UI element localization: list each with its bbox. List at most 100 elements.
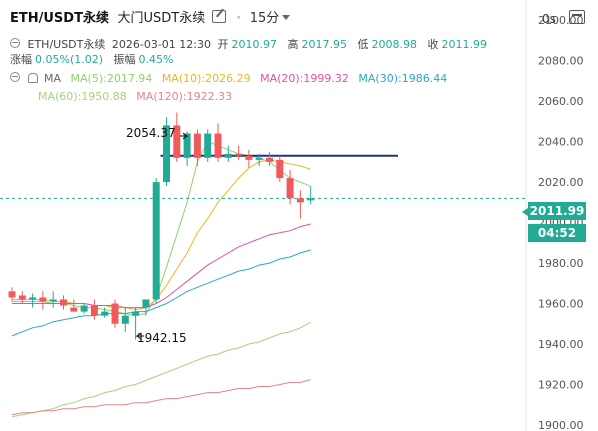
low-value: 2008.98 bbox=[371, 38, 418, 51]
ma-line-1 bbox=[12, 159, 311, 311]
candle bbox=[286, 169, 294, 205]
candle bbox=[307, 186, 315, 205]
exchange-label: 大门USDT永续 bbox=[117, 11, 206, 26]
ohlc-legend: ETH/USDT永续 2026-03-01 12:30 开 2010.97 高 20… bbox=[10, 38, 494, 52]
chart-header: ETH/USDT永续 大门USDT永续 · 15分 bbox=[10, 10, 291, 26]
candle bbox=[276, 155, 284, 183]
high-annotation: 2054.37 bbox=[126, 126, 176, 140]
high-label: 高 bbox=[287, 38, 299, 51]
ma-legend-row-2: MA(60):1950.88 MA(120):1922.33 bbox=[38, 90, 238, 104]
candle bbox=[8, 287, 16, 302]
time-mode-label[interactable]: 0s bbox=[542, 12, 556, 26]
amplitude-value: 0.45% bbox=[138, 53, 174, 66]
candle-body bbox=[90, 305, 98, 316]
ma120-value: MA(120):1922.33 bbox=[136, 90, 233, 103]
high-value: 2017.95 bbox=[301, 38, 348, 51]
candle-body bbox=[101, 311, 109, 316]
candle bbox=[245, 149, 253, 168]
candle bbox=[49, 291, 57, 308]
candle-body bbox=[276, 159, 284, 179]
amplitude-label: 振幅 bbox=[113, 53, 136, 66]
candle bbox=[214, 123, 222, 162]
candle-body bbox=[214, 133, 222, 158]
candle bbox=[121, 307, 129, 332]
price-tick-label: 2040.00 bbox=[538, 136, 584, 149]
candle-body bbox=[152, 182, 160, 300]
low-annotation: 1942.15 bbox=[137, 331, 187, 345]
candle-body bbox=[39, 297, 47, 302]
price-tick-label: 1960.00 bbox=[538, 298, 584, 311]
low-annotation-value: 1942.15 bbox=[137, 331, 187, 345]
candle bbox=[101, 307, 109, 318]
bell-icon[interactable] bbox=[27, 73, 38, 83]
candle-body bbox=[132, 311, 140, 316]
candle-body bbox=[111, 303, 119, 324]
candle bbox=[224, 145, 232, 162]
ma-indicator-name[interactable]: MA bbox=[44, 72, 62, 85]
candle-body bbox=[245, 155, 253, 160]
candle bbox=[60, 295, 67, 310]
candle-body bbox=[60, 299, 67, 306]
price-tick-label: 1940.00 bbox=[538, 338, 584, 351]
close-label: 收 bbox=[427, 38, 439, 51]
candle-body bbox=[307, 198, 315, 201]
chevron-down-icon bbox=[282, 15, 291, 20]
candle-body bbox=[266, 157, 273, 162]
change-value: 0.05%(1.02) bbox=[35, 53, 104, 66]
candle-body bbox=[255, 157, 263, 160]
ohlc-pair: ETH/USDT永续 bbox=[27, 38, 106, 51]
price-tag-pointer bbox=[522, 208, 528, 216]
candle-body bbox=[18, 295, 26, 300]
candle bbox=[183, 131, 191, 166]
candle bbox=[18, 291, 26, 304]
interval-selector[interactable]: 15分 bbox=[250, 11, 291, 26]
ma20-value: MA(20):1999.32 bbox=[260, 72, 349, 85]
candle-body bbox=[193, 133, 201, 158]
ma-line-0 bbox=[12, 140, 311, 317]
price-axis: 2100.002080.002060.002040.002020.002000.… bbox=[538, 14, 584, 431]
close-value: 2011.99 bbox=[441, 38, 488, 51]
ma-legend-row-1: MA MA(5):2017.94 MA(10):2026.29 MA(20):1… bbox=[10, 72, 453, 86]
fullscreen-icon[interactable] bbox=[569, 10, 585, 24]
open-label: 开 bbox=[217, 38, 229, 51]
candle bbox=[90, 299, 98, 320]
header-separator: · bbox=[236, 11, 242, 26]
price-tick-label: 1920.00 bbox=[538, 378, 584, 391]
change-legend: 涨幅 0.05%(1.02) 振幅 0.45% bbox=[10, 53, 180, 67]
high-arrow bbox=[180, 132, 189, 140]
candle bbox=[80, 303, 88, 314]
interval-label: 15分 bbox=[249, 11, 280, 26]
candle bbox=[235, 145, 243, 160]
ma10-value: MA(10):2026.29 bbox=[161, 72, 251, 85]
candle-body bbox=[183, 133, 191, 158]
candle bbox=[70, 299, 78, 312]
ma-line-5 bbox=[11, 379, 311, 416]
change-label: 涨幅 bbox=[10, 53, 32, 66]
price-tick-label: 2080.00 bbox=[538, 55, 584, 68]
candle bbox=[296, 190, 304, 219]
candle bbox=[152, 178, 160, 304]
candle bbox=[39, 291, 47, 310]
candle-body bbox=[29, 297, 37, 300]
price-tick-label: 2020.00 bbox=[538, 176, 584, 189]
price-tick-label: 1900.00 bbox=[538, 419, 584, 431]
ma-line-3 bbox=[11, 249, 311, 337]
candle-body bbox=[121, 315, 129, 324]
candle bbox=[142, 299, 150, 316]
last-price-tag: 2011.99 bbox=[528, 202, 586, 220]
candle-body bbox=[296, 198, 304, 203]
ohlc-datetime: 2026-03-01 12:30 bbox=[111, 38, 211, 51]
edit-icon[interactable] bbox=[211, 10, 226, 23]
candle-body bbox=[8, 291, 16, 298]
ma30-value: MA(30):1986.44 bbox=[358, 72, 448, 85]
candle bbox=[111, 299, 119, 328]
candle-body bbox=[142, 299, 150, 308]
collapse-icon[interactable] bbox=[10, 38, 20, 48]
ma-line-2 bbox=[12, 223, 311, 309]
collapse-icon[interactable] bbox=[10, 72, 20, 82]
candle-body bbox=[49, 299, 57, 302]
candle bbox=[193, 129, 201, 166]
candle-body bbox=[80, 305, 88, 312]
symbol-title[interactable]: ETH/USDT永续 bbox=[10, 11, 109, 26]
